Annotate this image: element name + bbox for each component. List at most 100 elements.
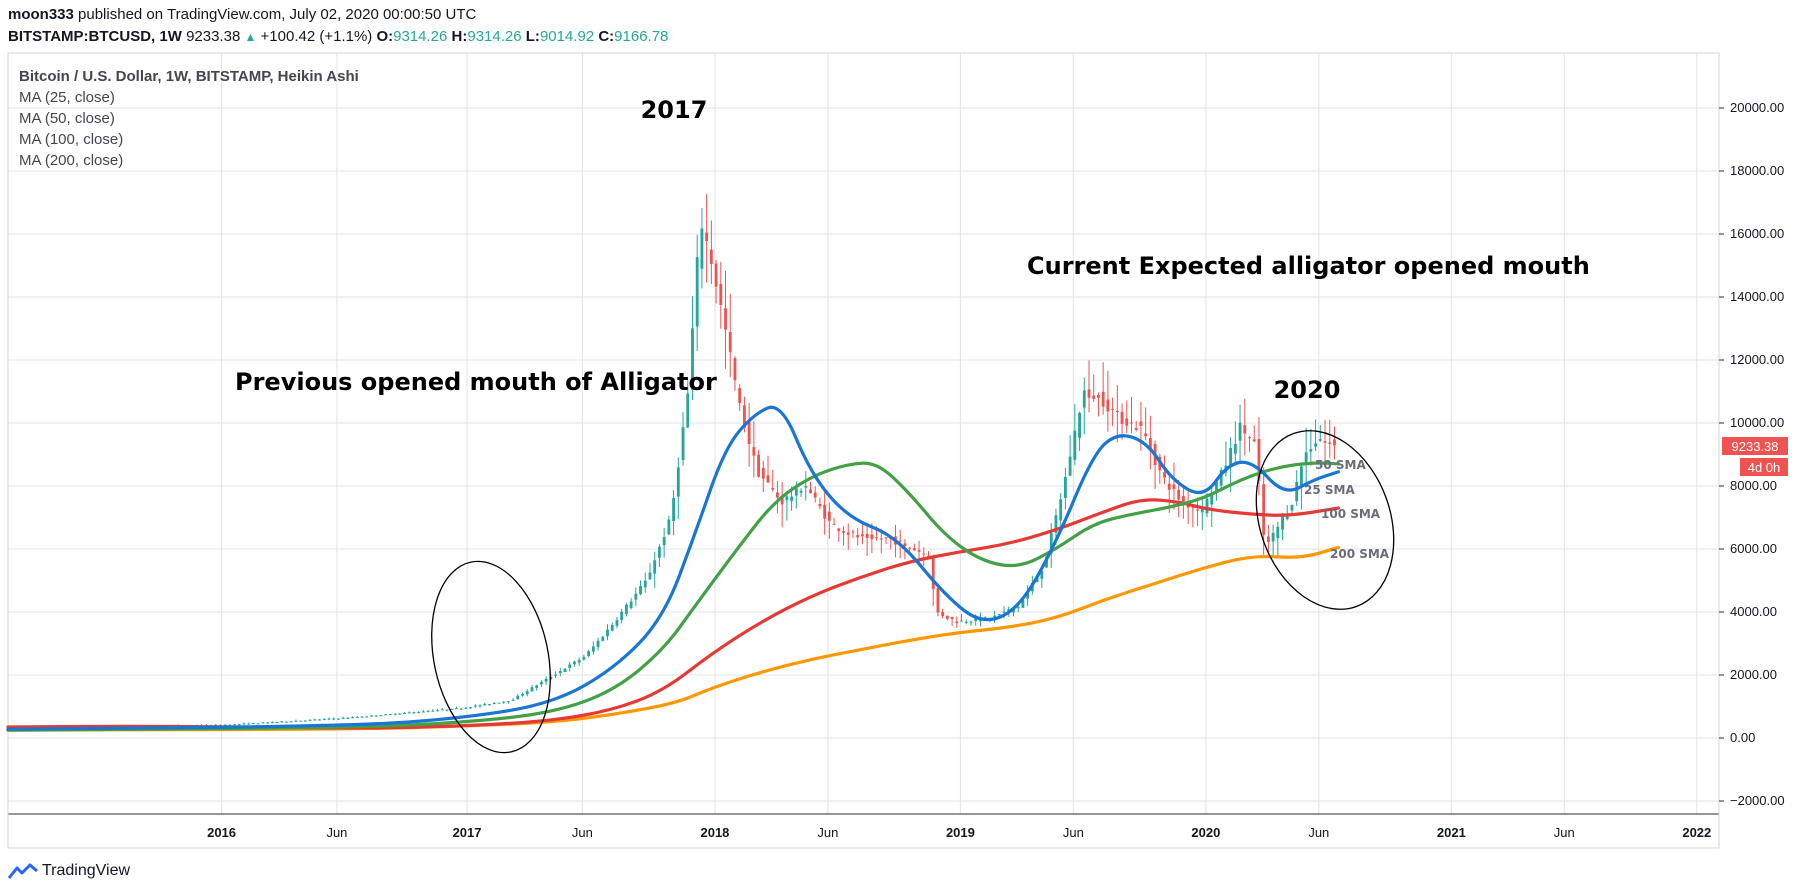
candle[interactable] [497,702,501,704]
candle[interactable] [370,715,373,717]
candle[interactable] [587,649,591,658]
candle[interactable] [1233,421,1237,466]
candle[interactable] [266,722,270,724]
candle[interactable] [540,680,543,688]
candle[interactable] [252,722,255,725]
candle[interactable] [653,551,657,589]
candle[interactable] [327,717,331,721]
candle[interactable] [1059,492,1063,532]
candle[interactable] [1068,435,1072,477]
candle[interactable] [577,657,581,666]
candle[interactable] [393,712,397,716]
candle[interactable] [1063,467,1067,510]
candle[interactable] [1125,400,1129,434]
candle[interactable] [960,614,963,622]
candle[interactable] [1040,570,1044,588]
candle[interactable] [492,701,496,705]
candle[interactable] [421,710,425,713]
candle[interactable] [318,718,321,721]
chart-annotation[interactable]: Previous opened mouth of Alligator [235,368,717,396]
candle[interactable] [1073,404,1077,466]
candle[interactable] [275,721,279,724]
candle[interactable] [676,457,680,520]
candle[interactable] [473,704,477,708]
candle[interactable] [388,713,392,716]
candle[interactable] [1196,497,1199,527]
candle[interactable] [591,641,595,655]
candle[interactable] [766,455,770,483]
author-name[interactable]: moon333 [8,6,74,23]
brand-name[interactable]: TradingView [42,862,131,879]
candle[interactable] [535,684,539,691]
candle[interactable] [1078,411,1081,451]
candle[interactable] [1318,425,1322,442]
candle[interactable] [365,715,369,718]
candle[interactable] [1092,374,1096,402]
candle[interactable] [1328,419,1332,459]
candle[interactable] [289,721,293,723]
candle[interactable] [233,723,237,726]
candle[interactable] [1130,396,1133,434]
candle[interactable] [809,481,812,494]
candle[interactable] [842,526,845,546]
candle[interactable] [624,602,628,617]
candle[interactable] [818,497,822,510]
candle[interactable] [403,712,406,715]
candle[interactable] [1111,397,1115,427]
ma-line[interactable] [6,498,1341,730]
candle[interactable] [733,356,737,391]
candle[interactable] [1191,505,1195,528]
chart-annotation[interactable]: 2020 [1274,376,1341,404]
candle[interactable] [1120,403,1124,440]
candle[interactable] [681,412,685,466]
candle[interactable] [728,293,732,378]
candle[interactable] [856,527,860,546]
candle[interactable] [270,721,274,724]
candle[interactable] [247,722,251,725]
candle[interactable] [1314,419,1318,451]
candle[interactable] [355,716,359,719]
candle[interactable] [1309,429,1313,466]
candle[interactable] [1257,417,1261,496]
candle[interactable] [861,523,864,545]
candle[interactable] [662,527,666,558]
candle[interactable] [851,529,855,539]
candle[interactable] [374,715,378,717]
candle[interactable] [634,587,638,607]
candle[interactable] [884,537,888,544]
chart-annotation[interactable]: Current Expected alligator opened mouth [1027,252,1590,280]
candle[interactable] [1144,407,1148,441]
candle[interactable] [573,660,576,667]
candle[interactable] [1026,585,1030,606]
candle[interactable] [643,572,647,593]
candle[interactable] [1115,385,1119,443]
candle[interactable] [1333,426,1336,460]
candle[interactable] [964,619,968,625]
candle[interactable] [237,724,241,726]
candle[interactable] [464,706,468,709]
candle[interactable] [530,684,534,693]
candle[interactable] [714,260,718,304]
candle[interactable] [506,701,510,704]
candle[interactable] [1271,524,1275,558]
candle[interactable] [308,719,312,722]
candle[interactable] [488,703,491,706]
candle[interactable] [629,598,633,610]
candle[interactable] [719,262,723,329]
candle[interactable] [554,671,557,679]
candle[interactable] [1281,512,1284,541]
candle[interactable] [620,608,624,624]
legend-title[interactable]: Bitcoin / U.S. Dollar, 1W, BITSTAMP, Hei… [19,68,359,85]
candle[interactable] [322,718,326,721]
candle[interactable] [827,502,831,539]
candle[interactable] [346,716,350,719]
candle[interactable] [417,711,421,714]
candle[interactable] [1106,370,1110,432]
candle[interactable] [558,667,562,677]
candle[interactable] [568,661,572,672]
candle[interactable] [313,718,317,721]
candle[interactable] [837,527,841,542]
candle[interactable] [360,715,364,718]
candle[interactable] [601,635,605,642]
candle[interactable] [256,723,260,725]
